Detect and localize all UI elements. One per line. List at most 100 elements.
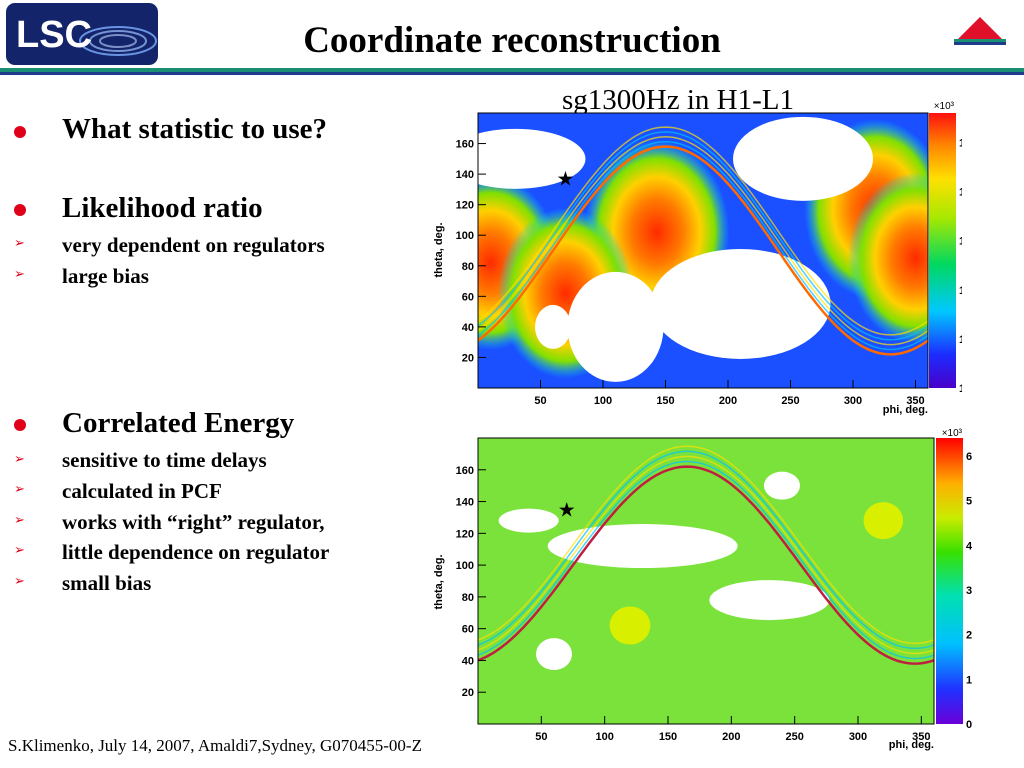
- colorbar-tick-label: 200: [966, 630, 972, 642]
- list-item: calculated in PCF: [62, 479, 222, 503]
- colorbar-tick-label: 1790: [959, 187, 962, 199]
- plot-title: sg1300Hz in H1-L1: [562, 84, 794, 116]
- footer-citation: S.Klimenko, July 14, 2007, Amaldi7,Sydne…: [8, 736, 422, 755]
- x-tick-label: 350: [912, 731, 930, 743]
- section-heading: Likelihood ratio: [62, 192, 263, 224]
- arrowhead-icon: ➢: [14, 543, 25, 558]
- likelihood-heatmap: ★: [478, 113, 928, 388]
- x-tick-label: 200: [722, 731, 740, 743]
- sky-track-fringe: [478, 445, 934, 645]
- sky-track-fringe: [478, 131, 928, 341]
- colorbar-tick-label: 1760: [959, 334, 962, 346]
- colorbar-tick-label: 500: [966, 496, 972, 508]
- arrowhead-icon: ➢: [14, 482, 25, 497]
- y-axis-label: theta, deg.: [433, 222, 445, 277]
- likelihood-skymap: ★ 50 100 150 200 250 300 350 20 40 60 80 100 120 140 1…: [433, 101, 962, 416]
- heatmap-void: [536, 638, 572, 671]
- x-axis-label: phi, deg.: [883, 404, 928, 416]
- sky-track-curve: [478, 145, 928, 356]
- arrowhead-icon: ➢: [14, 236, 25, 251]
- y-tick-label: 160: [456, 465, 474, 477]
- heatmap-void: [754, 162, 782, 187]
- y-tick-label: 100: [456, 560, 474, 572]
- x-tick-label: 150: [656, 395, 674, 407]
- list-item: very dependent on regulators: [62, 233, 325, 257]
- red-dot-icon: [14, 419, 26, 431]
- x-tick-label: 100: [595, 731, 613, 743]
- colorbar-tick-label: 1800: [959, 137, 962, 149]
- colorbar-tick-label: 400: [966, 540, 972, 552]
- x-tick-label: 50: [534, 395, 546, 407]
- heatmap-void: [498, 508, 559, 533]
- logo-text: LSC: [16, 14, 92, 56]
- y-tick-label: 20: [462, 352, 474, 364]
- header-rule-green: [0, 68, 1024, 72]
- y-tick-label: 120: [456, 200, 474, 212]
- heatmap-maximum: [609, 606, 651, 645]
- header-rule-blue: [0, 72, 1024, 75]
- x-tick-label: 300: [849, 731, 867, 743]
- triangle-logo-icon: [954, 17, 1006, 52]
- heatmap-void: [567, 271, 664, 382]
- y-tick-label: 20: [462, 687, 474, 699]
- x-tick-label: 200: [719, 395, 737, 407]
- y-tick-label: 80: [462, 592, 474, 604]
- y-tick-label: 160: [456, 139, 474, 151]
- arrowhead-icon: ➢: [14, 452, 25, 467]
- y-tick-label: 60: [462, 291, 474, 303]
- heatmap-void: [764, 471, 800, 500]
- source-star-icon: ★: [557, 169, 575, 191]
- y-tick-label: 100: [456, 230, 474, 242]
- list-item: little dependence on regulator: [62, 540, 330, 564]
- colorbar-tick-label: 0: [966, 719, 972, 731]
- x-tick-label: 50: [535, 731, 547, 743]
- heatmap-maximum: [863, 502, 904, 540]
- colorbar-multiplier: ×10³: [942, 428, 963, 439]
- heatmap-void: [733, 116, 873, 201]
- colorbar-tick-label: 600: [966, 451, 972, 463]
- heatmap-maximum: [848, 172, 928, 344]
- arrowhead-icon: ➢: [14, 574, 25, 589]
- x-tick-label: 350: [906, 395, 924, 407]
- colorbar: [936, 438, 963, 724]
- source-star-icon: ★: [558, 500, 576, 522]
- colorbar-tick-label: 1750: [959, 383, 962, 395]
- red-dot-icon: [14, 126, 26, 138]
- colorbar-tick-label: 1770: [959, 285, 962, 297]
- sky-track-curve: [478, 465, 934, 665]
- correlated-energy-heatmap: ★: [478, 438, 934, 724]
- list-item: works with “right” regulator,: [62, 510, 325, 534]
- sky-track-fringe: [478, 450, 934, 650]
- y-tick-label: 120: [456, 528, 474, 540]
- red-dot-icon: [14, 204, 26, 216]
- colorbar-multiplier: ×10³: [934, 101, 955, 112]
- arrowhead-icon: ➢: [14, 513, 25, 528]
- heatmap-void: [709, 580, 830, 621]
- x-tick-label: 300: [844, 395, 862, 407]
- x-tick-label: 250: [785, 731, 803, 743]
- colorbar-tick-label: 300: [966, 585, 972, 597]
- sky-track-fringe: [478, 455, 934, 655]
- x-tick-label: 150: [659, 731, 677, 743]
- y-tick-label: 40: [462, 655, 474, 667]
- colorbar: [929, 113, 956, 388]
- y-tick-label: 80: [462, 261, 474, 273]
- colorbar-tick-label: 100: [966, 674, 972, 686]
- correlated-energy-skymap: ★ 50 100 150 200 250 300 350 20 40 60 80 100 120 140 1…: [433, 428, 972, 751]
- y-tick-label: 40: [462, 322, 474, 334]
- heatmap-void: [478, 128, 586, 189]
- lsc-logo: LSC: [6, 3, 158, 65]
- sky-track-fringe: [478, 136, 928, 346]
- y-axis-label: theta, deg.: [433, 554, 445, 609]
- section-heading: What statistic to use?: [62, 113, 328, 145]
- heatmap-void: [650, 248, 831, 359]
- sky-track-fringe: [478, 140, 928, 351]
- list-item: small bias: [62, 571, 152, 595]
- heatmap-void: [535, 304, 571, 349]
- x-tick-label: 250: [781, 395, 799, 407]
- page-title: Coordinate reconstruction: [303, 20, 721, 61]
- x-tick-label: 100: [594, 395, 612, 407]
- sky-track-fringe: [478, 460, 934, 660]
- y-tick-label: 140: [456, 169, 474, 181]
- x-axis-label: phi, deg.: [889, 739, 934, 751]
